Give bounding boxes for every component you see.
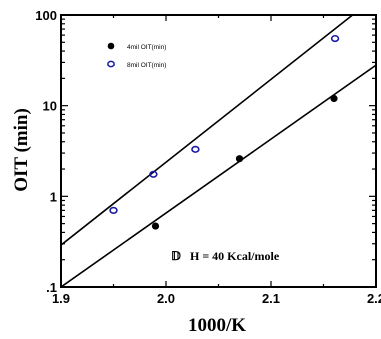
x-tick-label: 2.2 (367, 291, 381, 306)
x-tick-label: 2.1 (262, 291, 280, 306)
y-tick-label: 10 (43, 99, 57, 114)
legend: 4mil OIT(min) 8mil OIT(min) (107, 42, 166, 69)
data-points (109, 34, 340, 230)
fit-lines (61, 15, 376, 287)
x-tick-label: 1.9 (52, 291, 70, 306)
legend-marker-4mil (107, 42, 115, 50)
x-axis-title: 1000/K (188, 315, 246, 336)
legend-label-8mil: 8mil OIT(min) (127, 62, 166, 69)
activation-energy-annotation: 𝔻 H = 40 Kcal/mole (171, 249, 280, 263)
data-point-series-2 (191, 145, 200, 153)
data-point-series-2 (330, 34, 340, 43)
data-point-series-1 (235, 155, 244, 163)
data-point-series-1 (151, 222, 160, 230)
y-tick-label: 100 (35, 8, 57, 23)
data-point-series-1 (330, 94, 338, 103)
axis-ticks: 1.9 2.0 2.1 2.2 .1 1 10 100 (35, 8, 381, 306)
fit-line-1 (61, 64, 376, 287)
legend-label-4mil: 4mil OIT(min) (127, 44, 166, 51)
x-tick-label: 2.0 (157, 291, 175, 306)
annotation-symbol: 𝔻 (171, 249, 181, 263)
y-tick-label: .1 (46, 280, 57, 295)
y-axis-title: OIT (min) (11, 108, 32, 192)
legend-marker-8mil (107, 60, 115, 68)
fit-line-2 (61, 15, 354, 246)
y-tick-label: 1 (50, 189, 57, 204)
data-point-series-2 (109, 206, 118, 214)
data-point-series-2 (149, 170, 158, 178)
plot-frame (60, 14, 377, 288)
annotation-text: H = 40 Kcal/mole (190, 249, 280, 263)
